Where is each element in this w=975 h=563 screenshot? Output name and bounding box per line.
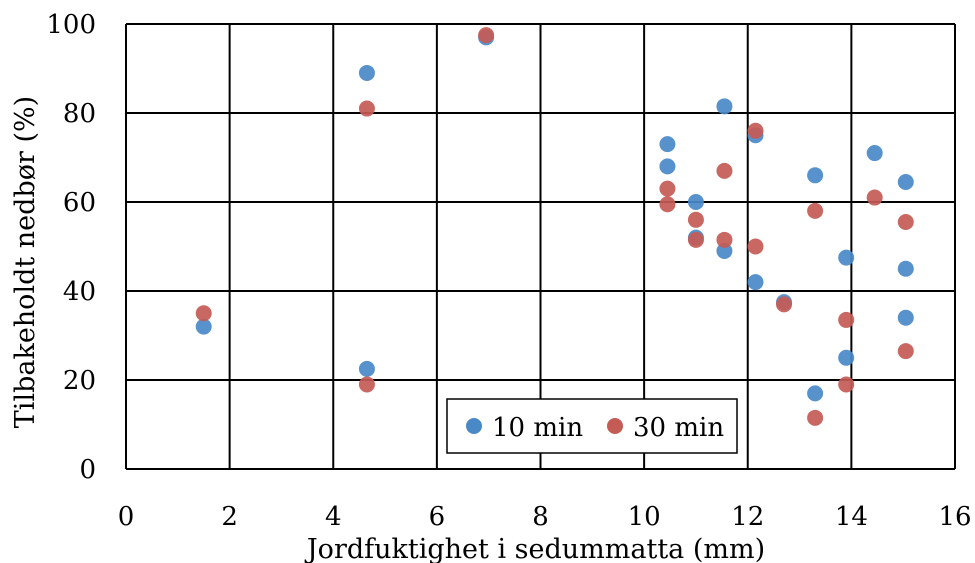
x-tick-label: 14 xyxy=(835,502,868,532)
data-point-10-min-14 xyxy=(807,385,824,402)
data-point-30-min-7 xyxy=(687,231,704,248)
y-axis-label: Tilbakeholdt nedbør (%) xyxy=(10,96,41,428)
x-axis-label: Jordfuktighet i sedummatta (mm) xyxy=(304,534,765,563)
data-point-30-min-1 xyxy=(358,100,375,117)
legend-box xyxy=(446,398,738,454)
x-tick-label: 4 xyxy=(325,502,342,532)
x-tick-label: 10 xyxy=(628,502,661,532)
y-tick-label: 80 xyxy=(63,99,96,129)
y-tick-label: 60 xyxy=(63,188,96,218)
data-point-10-min-13 xyxy=(807,167,824,184)
x-tick-label: 12 xyxy=(731,502,764,532)
series-10-min xyxy=(195,29,914,402)
data-point-10-min-6 xyxy=(687,194,704,210)
legend-label-30-min: 30 min xyxy=(633,413,724,443)
data-point-10-min-9 xyxy=(716,242,733,259)
data-point-30-min-0 xyxy=(195,305,212,322)
data-point-10-min-11 xyxy=(747,274,764,291)
data-point-30-min-9 xyxy=(716,231,733,248)
x-tick-label: 0 xyxy=(118,502,135,532)
data-point-30-min-17 xyxy=(866,189,883,206)
x-axis-ticks: 0 2 4 6 8 10 12 14 16 xyxy=(118,502,972,532)
data-point-10-min-5 xyxy=(659,158,676,175)
data-point-30-min-4 xyxy=(659,180,676,197)
x-tick-label: 16 xyxy=(938,502,971,532)
data-point-30-min-13 xyxy=(807,202,824,219)
data-point-30-min-11 xyxy=(747,238,764,255)
y-tick-label: 40 xyxy=(63,277,96,307)
data-point-30-min-2 xyxy=(358,376,375,393)
legend-label-10-min: 10 min xyxy=(492,413,583,443)
legend-marker-30-min xyxy=(607,418,623,434)
data-point-10-min-2 xyxy=(358,360,375,377)
data-point-30-min-14 xyxy=(807,409,824,426)
legend: 10 min 30 min xyxy=(446,398,738,454)
y-tick-label: 20 xyxy=(63,366,96,396)
data-point-10-min-1 xyxy=(358,64,375,81)
data-point-30-min-12 xyxy=(776,296,793,313)
data-point-30-min-10 xyxy=(747,122,764,139)
x-tick-label: 2 xyxy=(221,502,238,532)
data-point-10-min-0 xyxy=(195,318,212,335)
data-point-10-min-16 xyxy=(838,349,855,366)
data-points xyxy=(195,27,914,426)
series-30-min xyxy=(195,27,914,426)
data-point-30-min-19 xyxy=(897,343,914,360)
legend-marker-10-min xyxy=(466,418,482,434)
y-tick-label: 100 xyxy=(46,10,96,40)
data-point-30-min-6 xyxy=(687,211,704,228)
x-tick-label: 8 xyxy=(532,502,549,532)
data-point-30-min-15 xyxy=(838,311,855,328)
data-point-10-min-20 xyxy=(897,309,914,326)
y-tick-label: 0 xyxy=(79,455,96,485)
data-point-10-min-8 xyxy=(716,98,733,115)
data-point-30-min-18 xyxy=(897,214,914,231)
data-point-30-min-5 xyxy=(659,196,676,213)
data-point-30-min-8 xyxy=(716,162,733,179)
data-point-10-min-18 xyxy=(897,173,914,190)
data-point-10-min-19 xyxy=(897,260,914,277)
data-point-10-min-4 xyxy=(659,136,676,153)
data-point-10-min-17 xyxy=(866,145,883,162)
data-point-30-min-3 xyxy=(478,27,495,44)
gridlines xyxy=(125,23,956,470)
y-axis-ticks: 0 20 40 60 80 100 xyxy=(46,10,96,485)
data-point-30-min-16 xyxy=(838,376,855,393)
data-point-10-min-15 xyxy=(838,249,855,266)
x-tick-label: 6 xyxy=(429,502,446,532)
